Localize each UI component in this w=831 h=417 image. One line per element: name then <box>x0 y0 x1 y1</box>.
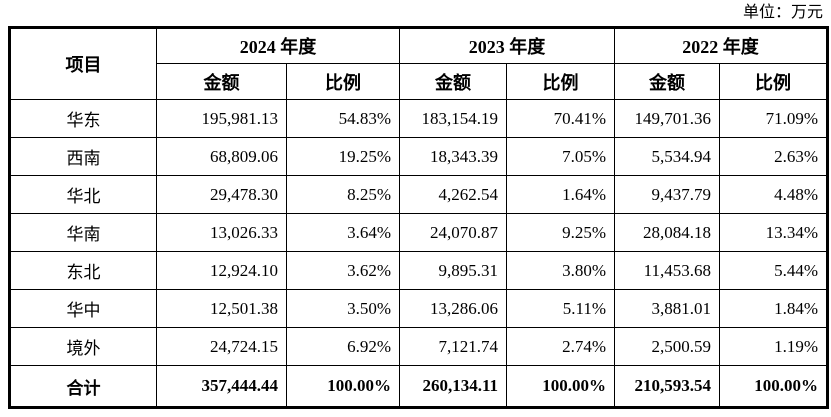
ratio-header-2022: 比例 <box>719 63 828 100</box>
ratio-cell: 1.84% <box>719 289 828 328</box>
amount-cell: 12,924.10 <box>156 251 287 290</box>
unit-label: 单位：万元 <box>742 4 823 21</box>
table-row: 西南 68,809.06 19.25% 18,343.39 7.05% 5,53… <box>9 137 828 176</box>
row-label: 华东 <box>9 99 157 138</box>
amount-cell: 9,437.79 <box>614 175 720 214</box>
regional-revenue-table: 项目 2024 年度 2023 年度 2022 年度 金额 比例 金额 比例 金… <box>8 26 829 409</box>
row-label: 境外 <box>9 327 157 366</box>
ratio-cell: 3.64% <box>286 213 400 252</box>
ratio-cell: 13.34% <box>719 213 828 252</box>
amount-cell: 13,026.33 <box>156 213 287 252</box>
amount-cell: 3,881.01 <box>614 289 720 328</box>
amount-cell: 5,534.94 <box>614 137 720 176</box>
ratio-cell: 4.48% <box>719 175 828 214</box>
sub-header-row: 金额 比例 金额 比例 金额 比例 <box>10 63 828 100</box>
ratio-cell: 9.25% <box>506 213 615 252</box>
ratio-cell: 6.92% <box>286 327 400 366</box>
ratio-cell: 19.25% <box>286 137 400 176</box>
ratio-cell: 3.80% <box>506 251 615 290</box>
amount-header-2022: 金额 <box>614 63 720 100</box>
amount-cell: 24,724.15 <box>156 327 287 366</box>
year-header-2022: 2022 年度 <box>614 27 828 64</box>
amount-header-2024: 金额 <box>156 63 287 100</box>
amount-cell: 195,981.13 <box>156 99 287 138</box>
ratio-cell: 71.09% <box>719 99 828 138</box>
amount-cell: 18,343.39 <box>399 137 507 176</box>
ratio-cell: 3.50% <box>286 289 400 328</box>
ratio-cell: 7.05% <box>506 137 615 176</box>
row-label: 华北 <box>9 175 157 214</box>
item-column-header: 项目 <box>9 27 157 100</box>
ratio-cell: 2.74% <box>506 327 615 366</box>
row-label: 西南 <box>9 137 157 176</box>
row-label-total: 合计 <box>9 365 157 408</box>
table-row-total: 合计 357,444.44 100.00% 260,134.11 100.00%… <box>9 365 828 408</box>
amount-cell: 7,121.74 <box>399 327 507 366</box>
amount-cell: 4,262.54 <box>399 175 507 214</box>
amount-cell: 149,701.36 <box>614 99 720 138</box>
amount-cell: 24,070.87 <box>399 213 507 252</box>
amount-cell: 13,286.06 <box>399 289 507 328</box>
ratio-cell: 8.25% <box>286 175 400 214</box>
amount-cell: 357,444.44 <box>156 365 287 408</box>
ratio-cell: 3.62% <box>286 251 400 290</box>
table-row: 华东 195,981.13 54.83% 183,154.19 70.41% 1… <box>9 99 828 138</box>
ratio-cell: 70.41% <box>506 99 615 138</box>
ratio-cell: 5.44% <box>719 251 828 290</box>
ratio-cell: 100.00% <box>286 365 400 408</box>
row-label: 华中 <box>9 289 157 328</box>
ratio-cell: 1.19% <box>719 327 828 366</box>
amount-cell: 12,501.38 <box>156 289 287 328</box>
amount-cell: 11,453.68 <box>614 251 720 290</box>
ratio-cell: 54.83% <box>286 99 400 138</box>
ratio-header-2023: 比例 <box>506 63 615 100</box>
amount-cell: 28,084.18 <box>614 213 720 252</box>
table-row: 华北 29,478.30 8.25% 4,262.54 1.64% 9,437.… <box>9 175 828 214</box>
amount-cell: 2,500.59 <box>614 327 720 366</box>
amount-cell: 183,154.19 <box>399 99 507 138</box>
row-label: 东北 <box>9 251 157 290</box>
amount-cell: 29,478.30 <box>156 175 287 214</box>
table-row: 华南 13,026.33 3.64% 24,070.87 9.25% 28,08… <box>9 213 828 252</box>
year-header-2024: 2024 年度 <box>156 27 400 64</box>
table-row: 华中 12,501.38 3.50% 13,286.06 5.11% 3,881… <box>9 289 828 328</box>
amount-header-2023: 金额 <box>399 63 507 100</box>
row-label: 华南 <box>9 213 157 252</box>
ratio-header-2024: 比例 <box>286 63 400 100</box>
year-header-row: 项目 2024 年度 2023 年度 2022 年度 <box>9 27 828 100</box>
table-header: 项目 2024 年度 2023 年度 2022 年度 金额 比例 金额 比例 金… <box>9 27 828 100</box>
ratio-cell: 1.64% <box>506 175 615 214</box>
ratio-cell: 5.11% <box>506 289 615 328</box>
amount-cell: 260,134.11 <box>399 365 507 408</box>
amount-cell: 210,593.54 <box>614 365 720 408</box>
table-row: 境外 24,724.15 6.92% 7,121.74 2.74% 2,500.… <box>9 327 828 366</box>
amount-cell: 68,809.06 <box>156 137 287 176</box>
amount-cell: 9,895.31 <box>399 251 507 290</box>
ratio-cell: 100.00% <box>719 365 828 408</box>
table-row: 东北 12,924.10 3.62% 9,895.31 3.80% 11,453… <box>9 251 828 290</box>
year-header-2023: 2023 年度 <box>399 27 615 64</box>
ratio-cell: 2.63% <box>719 137 828 176</box>
ratio-cell: 100.00% <box>506 365 615 408</box>
